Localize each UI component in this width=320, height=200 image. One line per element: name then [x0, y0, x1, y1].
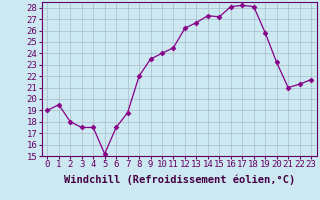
- X-axis label: Windchill (Refroidissement éolien,°C): Windchill (Refroidissement éolien,°C): [64, 175, 295, 185]
